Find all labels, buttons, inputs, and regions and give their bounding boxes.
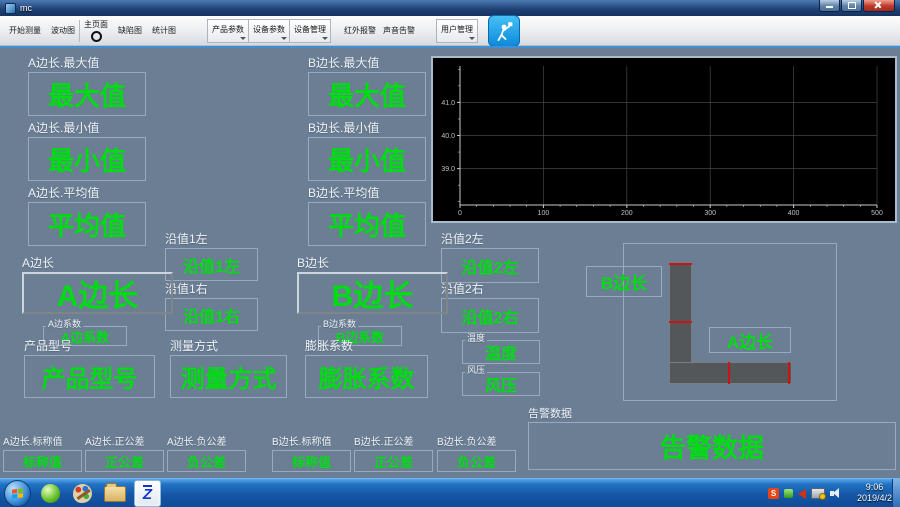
taskbar-active-app-icon[interactable]: Z (134, 480, 161, 507)
start-button[interactable] (4, 480, 31, 507)
toolbar-button-main-page[interactable]: 主页面 (83, 17, 109, 44)
svg-text:300: 300 (704, 210, 716, 217)
selected-radio-icon (90, 31, 102, 42)
toolbar-button-sound-alarm[interactable]: 声音告警 (383, 26, 415, 35)
toolbar-bottom-accent (0, 46, 900, 48)
tray-arrow-icon[interactable] (798, 488, 806, 499)
tray-status-icon[interactable] (784, 489, 793, 498)
field-edge1-right: 沿值1右 沿值1右 (165, 282, 258, 332)
field-a-neg-tolerance: A边长.负公差 负公差 (167, 437, 246, 472)
trend-chart-panel: 0 100 200 300 400 500 41.0 40.0 39.0 (431, 56, 897, 223)
toolbar-button-start-measure[interactable]: 开始测量 (9, 26, 41, 35)
dropdown-caret-icon (322, 36, 328, 40)
toolbar-button-product-params[interactable]: 产品参数 (207, 18, 249, 43)
windows-flag-icon (12, 488, 23, 499)
toolbar-button-defect-chart[interactable]: 缺陷图 (118, 26, 142, 35)
taskbar: Z S 9:06 2019/4/2 (0, 478, 900, 507)
network-icon[interactable] (811, 488, 826, 500)
svg-text:41.0: 41.0 (441, 100, 455, 107)
tray-sogou-icon[interactable]: S (768, 488, 779, 499)
toolbar-button-device-manage[interactable]: 设备管理 (289, 18, 331, 43)
wangwang-messenger-icon[interactable] (488, 14, 520, 47)
dropdown-caret-icon (240, 36, 246, 40)
toolbar-button-infrared-alarm[interactable]: 红外报警 (344, 26, 376, 35)
field-a-max: A边长.最大值 最大值 (28, 56, 146, 117)
field-edge2-right: 沿值2右 沿值2右 (441, 282, 539, 334)
shape-a-length-label: A边长 (709, 327, 791, 353)
field-temperature: 温度 温度 (462, 333, 540, 364)
palette-icon (73, 484, 92, 503)
toolbar-button-device-params[interactable]: 设备参数 (248, 18, 290, 43)
trend-chart-svg: 0 100 200 300 400 500 41.0 40.0 39.0 (433, 58, 891, 217)
field-a-nominal: A边长.标称值 标称值 (3, 437, 82, 472)
measure-mark-end-a (788, 362, 790, 384)
measure-mark-top (669, 263, 692, 265)
dropdown-caret-icon (469, 36, 475, 40)
field-a-min: A边长.最小值 最小值 (28, 121, 146, 182)
taskbar-folder-icon[interactable] (102, 481, 127, 506)
taskbar-clock[interactable]: 9:06 2019/4/2 (857, 482, 892, 505)
field-b-max: B边长.最大值 最大值 (308, 56, 426, 117)
maximize-button[interactable] (841, 0, 862, 12)
field-a-length: A边长 A边长 (22, 256, 173, 315)
field-b-neg-tolerance: B边长.负公差 负公差 (437, 437, 516, 472)
clock-date: 2019/4/2 (856, 493, 892, 504)
field-edge1-left: 沿值1左 沿值1左 (165, 232, 258, 282)
svg-text:400: 400 (788, 210, 800, 217)
titlebar: mc (0, 0, 900, 16)
window-controls (818, 0, 895, 12)
show-desktop-button[interactable] (892, 479, 900, 507)
window-title: mc (20, 3, 32, 13)
minimize-button[interactable] (819, 0, 840, 12)
field-alarm-data: 告警数据 告警数据 (528, 408, 896, 471)
taskbar-paint-icon[interactable] (70, 481, 95, 506)
field-wind-pressure: 风压 风压 (462, 365, 540, 396)
toolbar-separator (79, 19, 80, 42)
field-expansion-coef: 膨胀系数 膨胀系数 (305, 339, 428, 399)
window-icon (5, 2, 16, 14)
svg-text:100: 100 (538, 210, 550, 217)
green-sphere-icon (41, 484, 60, 503)
dropdown-caret-icon (281, 36, 287, 40)
field-a-pos-tolerance: A边长.正公差 正公差 (85, 437, 164, 472)
system-tray: S (768, 479, 842, 507)
toolbar-button-statistics-chart[interactable]: 统计图 (152, 26, 176, 35)
field-b-nominal: B边长.标称值 标称值 (272, 437, 351, 472)
toolbar: 开始测量 波动图 主页面 缺陷图 统计图 产品参数 设备参数 设备管理 红外报警… (0, 14, 900, 47)
minimize-icon (826, 6, 833, 8)
field-b-min: B边长.最小值 最小值 (308, 121, 426, 182)
field-a-avg: A边长.平均值 平均值 (28, 186, 146, 247)
field-edge2-left: 沿值2左 沿值2左 (441, 232, 539, 284)
field-measure-mode: 测量方式 测量方式 (170, 339, 287, 399)
close-button[interactable] (863, 0, 895, 12)
svg-text:0: 0 (458, 210, 462, 217)
lz-app-logo-icon: Z (142, 485, 153, 503)
field-a-coef: A边系数 A边系数 (43, 319, 127, 346)
svg-text:40.0: 40.0 (441, 133, 455, 140)
volume-icon[interactable] (830, 488, 842, 499)
profile-shape-panel (623, 243, 837, 401)
svg-text:200: 200 (621, 210, 633, 217)
svg-text:39.0: 39.0 (441, 166, 455, 173)
measure-mark-mid-b (669, 321, 692, 323)
maximize-icon (848, 2, 856, 9)
field-product-model: 产品型号 产品型号 (24, 339, 155, 399)
taskbar-browser-icon[interactable] (38, 481, 63, 506)
shape-b-length-label: B边长 (586, 266, 662, 297)
field-b-avg: B边长.平均值 平均值 (308, 186, 426, 247)
clock-time: 9:06 (865, 482, 884, 492)
folder-icon (103, 482, 126, 502)
field-b-length: B边长 B边长 (297, 256, 448, 315)
profile-a-side-bar (669, 362, 792, 384)
field-b-coef: B边系数 B边系数 (318, 319, 402, 346)
measure-mark-mid-a (728, 362, 730, 384)
toolbar-button-user-manage[interactable]: 用户管理 (436, 18, 478, 43)
field-b-pos-tolerance: B边长.正公差 正公差 (354, 437, 433, 472)
stick-figure-icon (497, 21, 513, 41)
svg-text:500: 500 (871, 210, 883, 217)
toolbar-button-wave-chart[interactable]: 波动图 (51, 26, 75, 35)
